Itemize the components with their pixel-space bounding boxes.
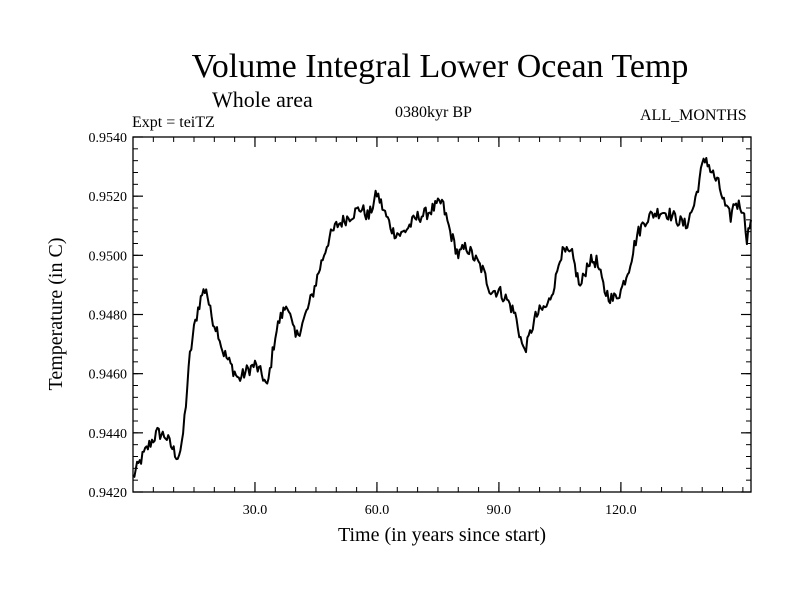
y-tick-label: 0.9500 — [89, 249, 128, 264]
x-tick-label: 120.0 — [605, 503, 637, 518]
y-tick-label: 0.9460 — [89, 368, 128, 383]
period-label: 0380kyr BP — [395, 104, 472, 121]
y-tick-label: 0.9540 — [89, 131, 128, 146]
x-axis-label: Time (in years since start) — [338, 524, 546, 546]
tick-labels: 0.9420 0.9440 0.9460 0.9480 0.9500 0.9520 0.95… — [89, 131, 637, 518]
y-tick-label: 0.9440 — [89, 427, 128, 442]
y-tick-label: 0.9480 — [89, 309, 128, 324]
plot-frame — [132, 136, 752, 493]
x-tick-label: 30.0 — [243, 503, 268, 518]
y-tick-label: 0.9420 — [89, 486, 128, 501]
x-tick-label: 60.0 — [365, 503, 390, 518]
y-axis-label: Temperature (in C) — [45, 238, 67, 391]
experiment-label: Expt = teiTZ — [132, 114, 215, 131]
y-tick-label: 0.9520 — [89, 190, 128, 205]
x-tick-label: 90.0 — [487, 503, 512, 518]
axis-ticks — [133, 136, 751, 493]
series-line — [132, 157, 752, 478]
chart-title: Volume Integral Lower Ocean Temp — [191, 48, 689, 85]
months-label: ALL_MONTHS — [640, 107, 747, 124]
chart-subtitle: Whole area — [212, 87, 313, 112]
